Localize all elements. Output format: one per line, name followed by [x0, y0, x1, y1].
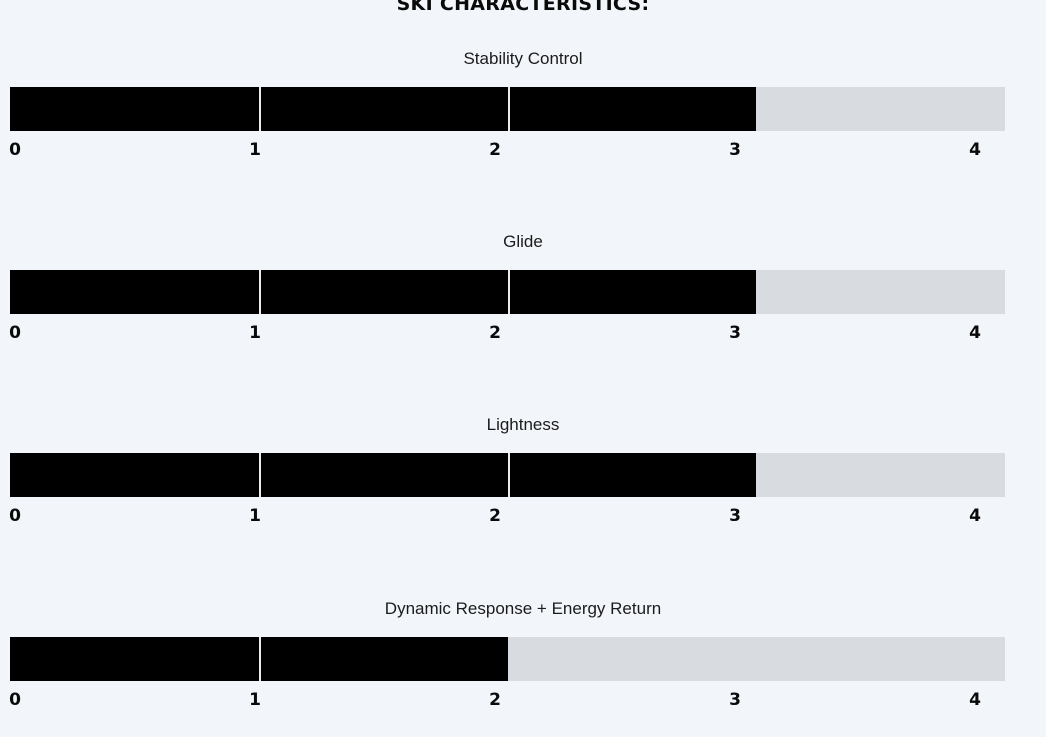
rating-bar	[10, 270, 1005, 314]
characteristic-row: Glide 0 1 2 3 4	[0, 231, 1046, 343]
rating-tick-label: 1	[249, 140, 261, 160]
rating-tick-label: 2	[489, 506, 501, 526]
rating-tick-label: 2	[489, 323, 501, 343]
rating-tick-label: 1	[249, 690, 261, 710]
rating-tick-label: 0	[9, 140, 21, 160]
characteristic-row: Stability Control 0 1 2 3 4	[0, 48, 1046, 160]
rating-tick-label: 2	[489, 690, 501, 710]
rating-tick-label: 4	[969, 140, 981, 160]
rating-bar-divider	[259, 637, 261, 681]
rating-tick-label: 4	[969, 506, 981, 526]
characteristic-row: Lightness 0 1 2 3 4	[0, 414, 1046, 526]
characteristic-label: Lightness	[486, 415, 560, 434]
characteristic-label: Glide	[503, 232, 543, 251]
characteristic-label: Stability Control	[463, 49, 583, 68]
rating-bar-divider	[508, 453, 510, 497]
rating-tick-row: 0 1 2 3 4	[0, 140, 1046, 164]
rating-tick-row: 0 1 2 3 4	[0, 690, 1046, 714]
rating-tick-label: 3	[729, 506, 741, 526]
rating-tick-label: 1	[249, 323, 261, 343]
rating-bar-fill	[10, 453, 756, 497]
characteristic-row: Dynamic Response + Energy Return 0 1 2 3 4	[0, 598, 1046, 710]
rating-tick-row: 0 1 2 3 4	[0, 323, 1046, 347]
rating-bar-divider	[508, 270, 510, 314]
rating-tick-label: 3	[729, 690, 741, 710]
rating-bar-divider	[508, 87, 510, 131]
rating-tick-label: 3	[729, 140, 741, 160]
rating-tick-label: 1	[249, 506, 261, 526]
characteristic-label: Dynamic Response + Energy Return	[384, 599, 662, 618]
rating-bar-fill	[10, 270, 756, 314]
rating-tick-label: 2	[489, 140, 501, 160]
rating-tick-label: 4	[969, 323, 981, 343]
rating-bar	[10, 637, 1005, 681]
rating-tick-label: 0	[9, 506, 21, 526]
rating-tick-label: 0	[9, 323, 21, 343]
rating-bar-fill	[10, 87, 756, 131]
rating-bar-divider	[259, 270, 261, 314]
rating-tick-label: 0	[9, 690, 21, 710]
rating-bar-divider	[259, 453, 261, 497]
rating-tick-label: 4	[969, 690, 981, 710]
rating-bar-divider	[259, 87, 261, 131]
rating-tick-row: 0 1 2 3 4	[0, 506, 1046, 530]
rating-tick-label: 3	[729, 323, 741, 343]
rating-bar	[10, 87, 1005, 131]
rating-bar	[10, 453, 1005, 497]
page-title: SKI CHARACTERISTICS:	[396, 0, 650, 15]
